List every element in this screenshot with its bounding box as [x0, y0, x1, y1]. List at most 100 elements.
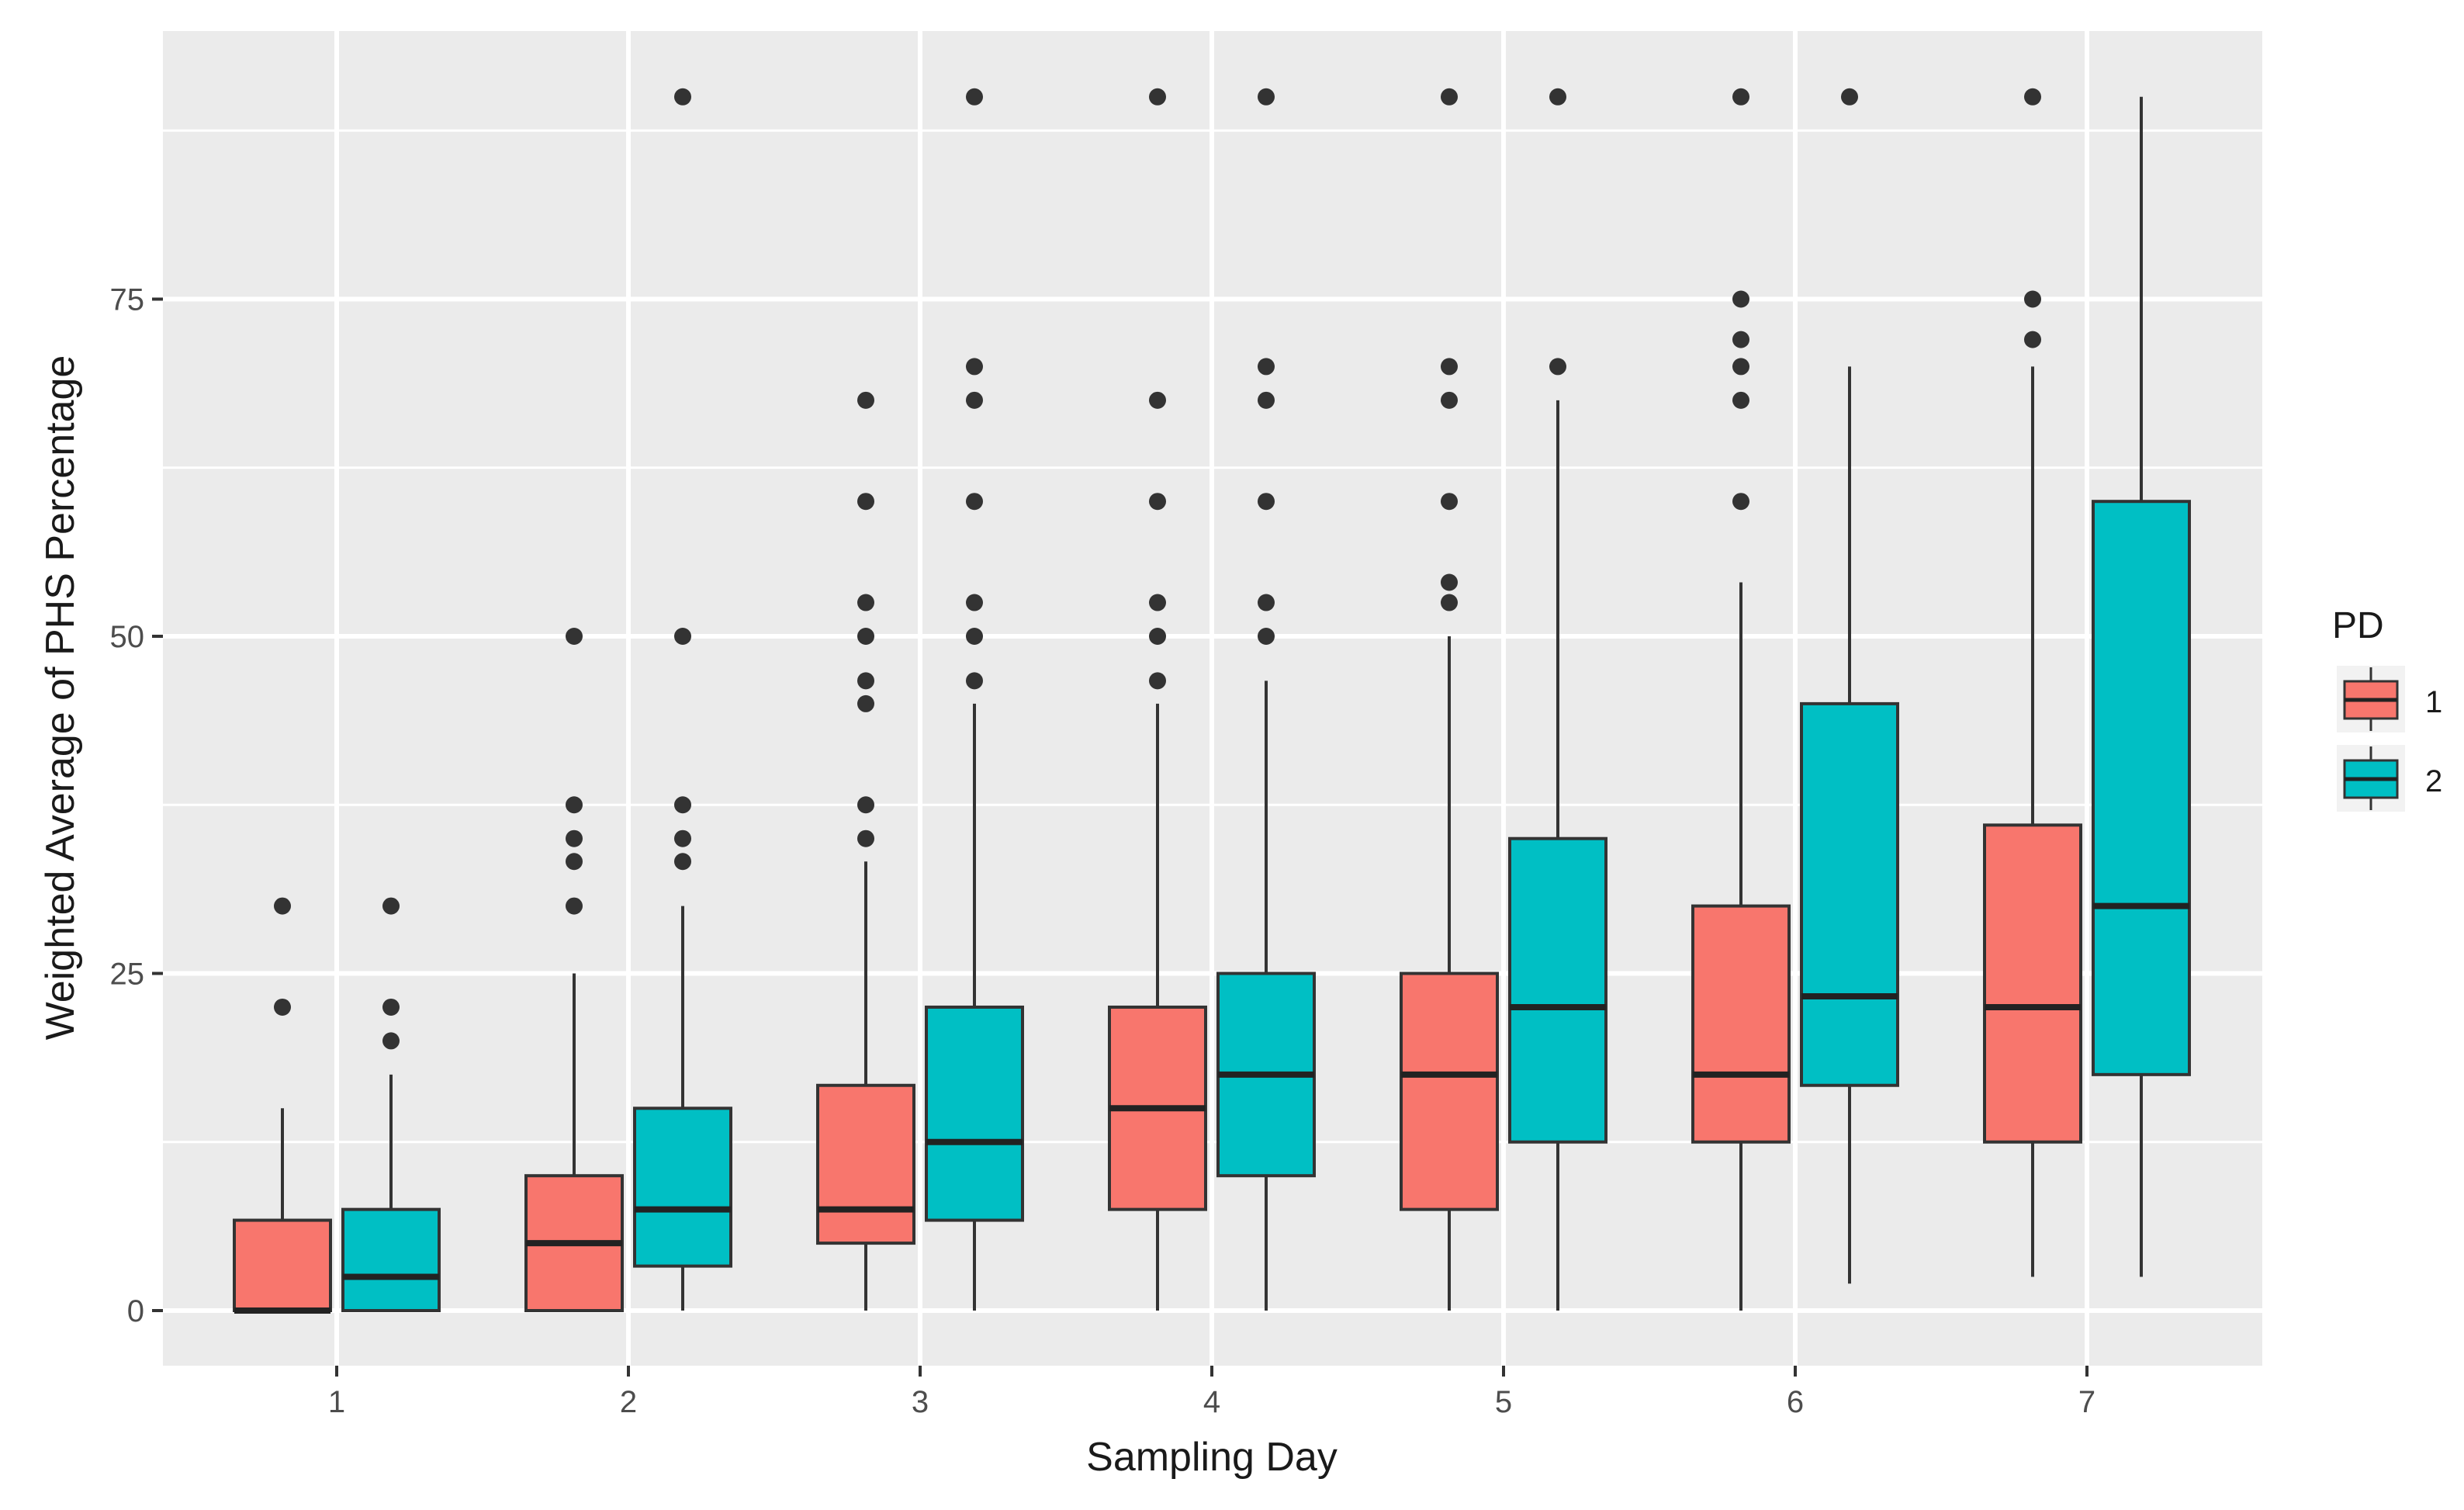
box-body [1508, 836, 1607, 1144]
y-tick-label: 75 [110, 283, 145, 317]
outlier-point [566, 628, 583, 645]
outlier-point [857, 391, 874, 409]
outlier-point [1149, 628, 1166, 645]
box-pd2-day4 [1216, 88, 1316, 1311]
outlier-point [857, 829, 874, 847]
outlier-point [1732, 391, 1749, 409]
x-tick-label: 4 [1203, 1385, 1220, 1419]
outlier-point [1441, 391, 1458, 409]
x-tick-label: 6 [1787, 1385, 1804, 1419]
outlier-point [1732, 88, 1749, 106]
x-tick-label: 5 [1495, 1385, 1512, 1419]
outlier-point [674, 829, 691, 847]
outlier-point [1441, 88, 1458, 106]
outlier-point [674, 796, 691, 814]
outlier-point [1258, 88, 1275, 106]
outlier-point [966, 672, 983, 690]
box-pd1-day5 [1400, 88, 1499, 1311]
outlier-point [1149, 391, 1166, 409]
box-body [633, 1107, 732, 1268]
outlier-point [1258, 358, 1275, 376]
outlier-point [2024, 290, 2041, 308]
outlier-point [857, 594, 874, 611]
outlier-point [857, 694, 874, 712]
outlier-point [382, 1032, 400, 1050]
x-axis-title: Sampling Day [1086, 1435, 1338, 1480]
outlier-point [1732, 493, 1749, 511]
outlier-point [566, 853, 583, 871]
outlier-point [1549, 358, 1566, 376]
box-pd2-day7 [2092, 96, 2191, 1277]
x-axis: 1 2 3 4 5 6 7 [328, 1366, 2095, 1419]
box-pd2-day5 [1508, 88, 1607, 1311]
outlier-point [274, 998, 291, 1016]
box-body [925, 1005, 1024, 1222]
box-pd1-day3 [816, 391, 915, 1311]
outlier-point [1441, 358, 1458, 376]
outlier-point [1149, 88, 1166, 106]
outlier-point [1732, 331, 1749, 348]
outlier-point [1258, 391, 1275, 409]
outlier-point [1258, 493, 1275, 511]
box-body [233, 1218, 332, 1312]
outlier-point [1441, 573, 1458, 591]
x-tick-label: 1 [328, 1385, 345, 1419]
outlier-point [857, 672, 874, 690]
outlier-point [966, 358, 983, 376]
outlier-point [857, 493, 874, 511]
plot-panel [163, 31, 2262, 1366]
outlier-point [966, 594, 983, 611]
outlier-point [1732, 290, 1749, 308]
outlier-point [857, 628, 874, 645]
series-1 [233, 88, 2082, 1314]
outlier-point [1149, 493, 1166, 511]
legend-item-2: 2 [2337, 745, 2442, 812]
legend-label: 1 [2425, 685, 2442, 719]
box-pd1-day4 [1108, 88, 1207, 1311]
x-tick-label: 3 [912, 1385, 929, 1419]
series-2 [341, 88, 2191, 1313]
outlier-point [566, 796, 583, 814]
box-pd1-day1 [233, 897, 332, 1314]
outlier-point [1258, 628, 1275, 645]
y-tick-label: 25 [110, 958, 145, 992]
box-body [1800, 701, 1899, 1087]
legend-title: PD [2332, 605, 2384, 646]
outlier-point [566, 897, 583, 915]
outlier-point [1149, 594, 1166, 611]
y-axis-title: Weighted Average of PHS Percentage [38, 355, 83, 1041]
outlier-point [674, 628, 691, 645]
outlier-point [2024, 331, 2041, 348]
box-pd1-day2 [524, 628, 624, 1312]
outlier-point [966, 493, 983, 511]
box-body [1400, 971, 1499, 1211]
box-pd2-day6 [1800, 88, 1899, 1284]
outlier-point [1441, 594, 1458, 611]
box-pd2-day2 [633, 88, 732, 1311]
outlier-point [1441, 493, 1458, 511]
outlier-point [382, 998, 400, 1016]
outlier-point [566, 829, 583, 847]
outlier-point [674, 853, 691, 871]
box-pd2-day3 [925, 88, 1024, 1311]
box-pd1-day6 [1691, 88, 1791, 1311]
outlier-point [674, 88, 691, 106]
outlier-point [274, 897, 291, 915]
outlier-point [966, 628, 983, 645]
box-body [2092, 500, 2191, 1076]
box-body [341, 1207, 441, 1313]
y-tick-label: 0 [127, 1294, 144, 1328]
outlier-point [1841, 88, 1858, 106]
y-axis: 0 25 50 75 [110, 283, 163, 1328]
outlier-point [2024, 88, 2041, 106]
outlier-point [1732, 358, 1749, 376]
x-tick-label: 7 [2078, 1385, 2095, 1419]
legend: PD 1 2 [2332, 605, 2442, 812]
box-body [816, 1083, 915, 1245]
legend-item-1: 1 [2337, 666, 2442, 732]
box-pd2-day1 [341, 897, 441, 1313]
outlier-point [857, 796, 874, 814]
outlier-point [1149, 672, 1166, 690]
outlier-point [382, 897, 400, 915]
